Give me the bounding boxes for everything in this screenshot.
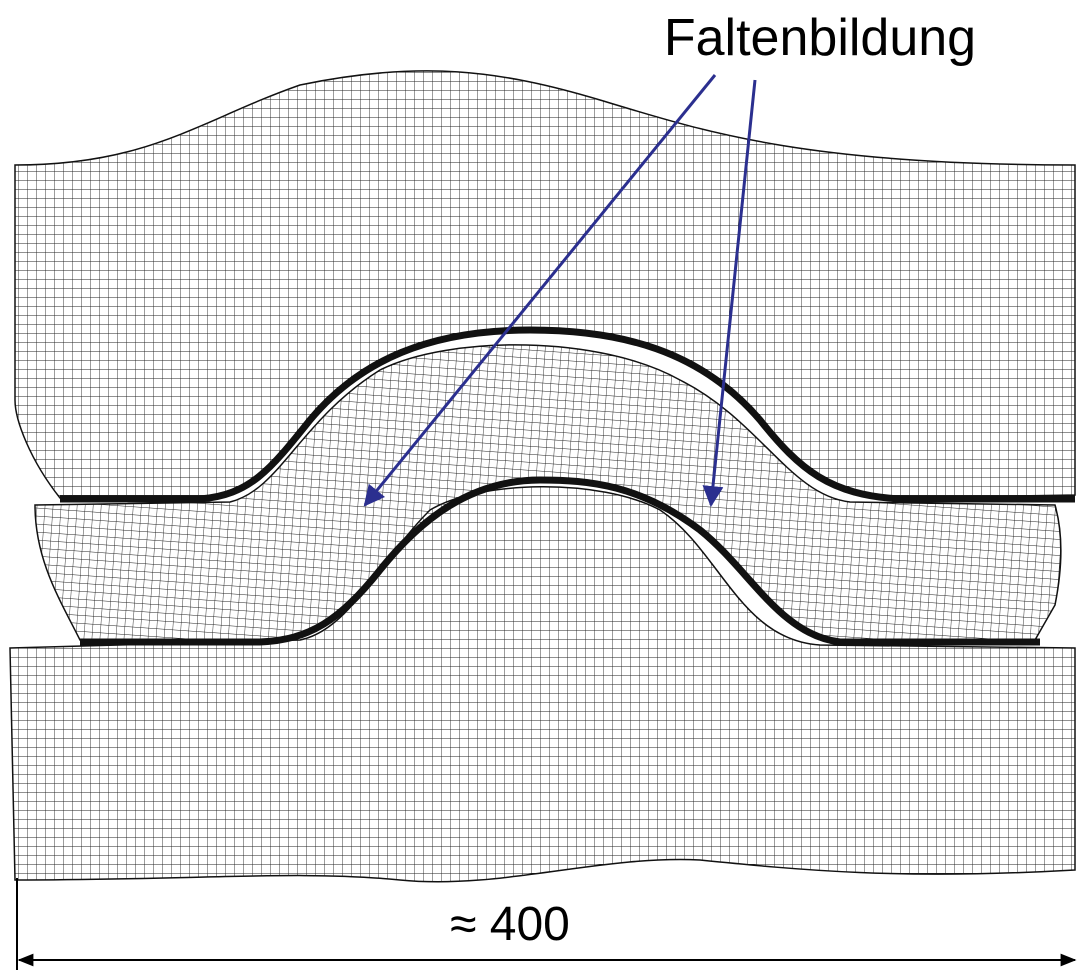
annotation-label: Faltenbildung — [664, 9, 976, 67]
page: Faltenbildung ≈ 400 (() => { const data … — [0, 0, 1081, 972]
diagram: Faltenbildung ≈ 400 — [0, 0, 1081, 972]
dimension-label: ≈ 400 — [450, 898, 570, 951]
